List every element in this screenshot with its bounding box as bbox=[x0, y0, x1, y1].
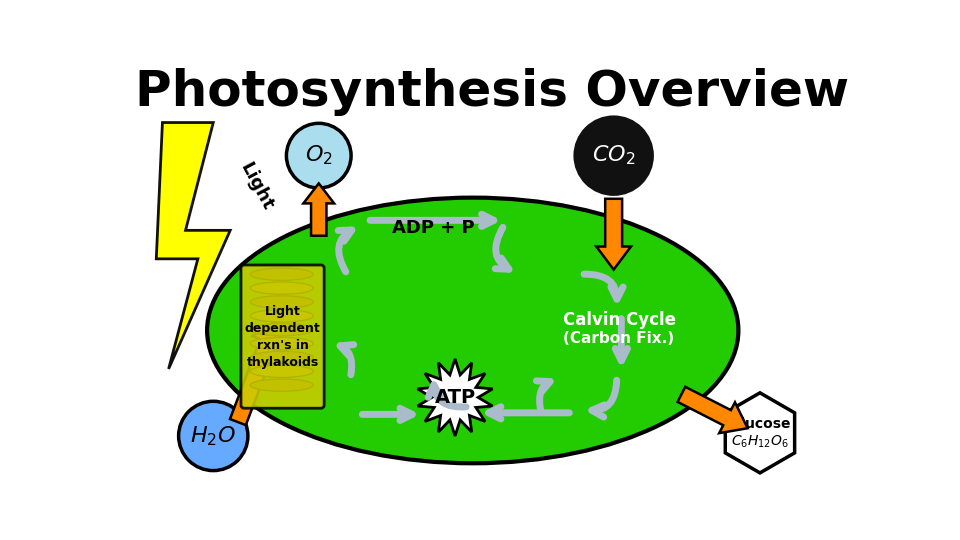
Circle shape bbox=[286, 123, 351, 188]
FancyArrowPatch shape bbox=[340, 345, 353, 375]
Text: Light: Light bbox=[236, 159, 276, 213]
FancyArrowPatch shape bbox=[370, 214, 493, 226]
FancyArrowPatch shape bbox=[537, 381, 550, 410]
Polygon shape bbox=[418, 359, 492, 436]
Ellipse shape bbox=[251, 323, 313, 336]
Ellipse shape bbox=[251, 365, 313, 377]
Text: Calvin Cycle: Calvin Cycle bbox=[563, 312, 676, 329]
FancyArrowPatch shape bbox=[584, 274, 623, 299]
Text: Photosynthesis Overview: Photosynthesis Overview bbox=[135, 68, 849, 116]
Polygon shape bbox=[726, 393, 795, 473]
Text: Light
dependent
rxn's in
thylakoids: Light dependent rxn's in thylakoids bbox=[245, 305, 321, 369]
Text: ATP: ATP bbox=[435, 388, 475, 407]
Text: $CO_2$: $CO_2$ bbox=[592, 144, 636, 167]
Text: (Carbon Fix.): (Carbon Fix.) bbox=[564, 332, 675, 347]
FancyArrow shape bbox=[678, 387, 748, 433]
Circle shape bbox=[179, 401, 248, 470]
FancyArrow shape bbox=[303, 184, 334, 236]
FancyArrowPatch shape bbox=[489, 407, 569, 419]
Ellipse shape bbox=[251, 379, 313, 392]
FancyArrowPatch shape bbox=[338, 230, 351, 272]
Text: $C_6H_{12}O_6$: $C_6H_{12}O_6$ bbox=[731, 434, 789, 450]
Ellipse shape bbox=[251, 351, 313, 363]
Ellipse shape bbox=[251, 296, 313, 308]
FancyArrowPatch shape bbox=[495, 227, 509, 269]
Ellipse shape bbox=[251, 268, 313, 280]
FancyArrowPatch shape bbox=[362, 408, 412, 421]
Ellipse shape bbox=[251, 338, 313, 350]
Circle shape bbox=[575, 117, 652, 194]
FancyArrow shape bbox=[230, 320, 284, 425]
FancyArrowPatch shape bbox=[428, 385, 467, 407]
Text: ADP + P: ADP + P bbox=[393, 219, 475, 237]
Ellipse shape bbox=[207, 198, 738, 463]
FancyBboxPatch shape bbox=[241, 265, 324, 408]
Ellipse shape bbox=[251, 309, 313, 322]
FancyArrow shape bbox=[596, 199, 631, 269]
Text: Glucose: Glucose bbox=[730, 417, 791, 430]
Polygon shape bbox=[156, 123, 230, 369]
FancyArrowPatch shape bbox=[615, 319, 628, 361]
FancyArrowPatch shape bbox=[592, 380, 616, 417]
Text: $O_2$: $O_2$ bbox=[305, 144, 332, 167]
Text: $H_2O$: $H_2O$ bbox=[190, 424, 236, 448]
Ellipse shape bbox=[251, 282, 313, 294]
